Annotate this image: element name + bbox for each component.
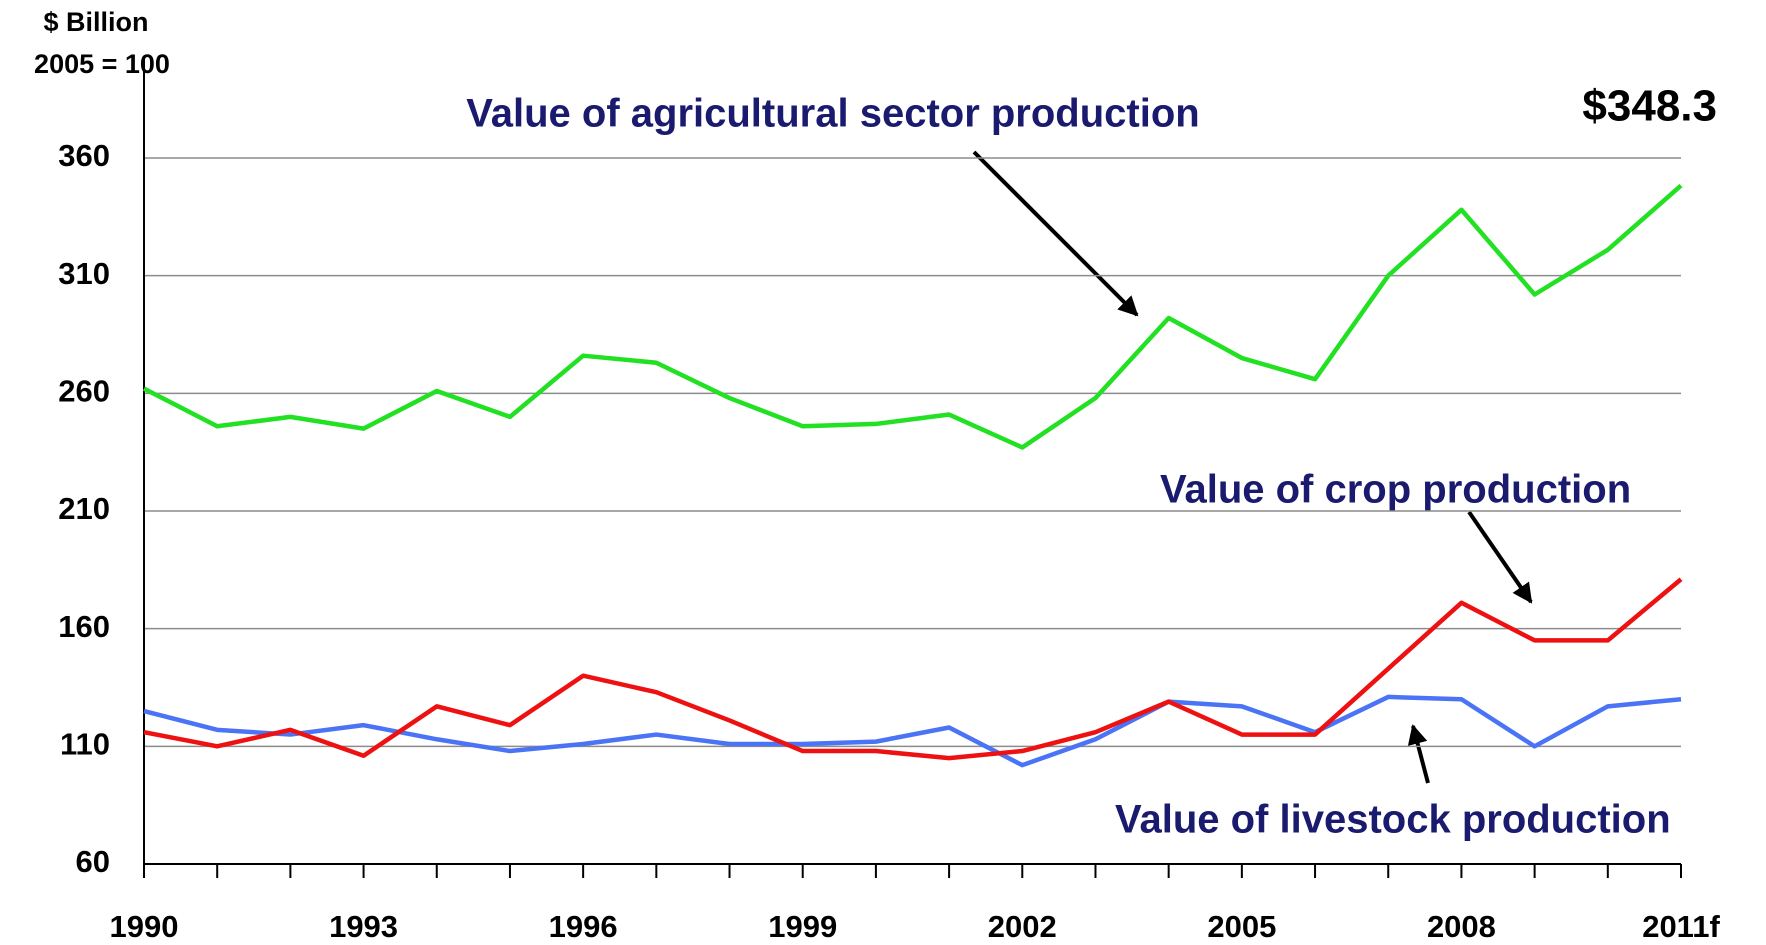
x-tick-label: 1993	[329, 909, 398, 944]
y-axis-label: $ Billion	[43, 7, 148, 37]
y-tick-label: 310	[58, 256, 110, 291]
x-tick-label: 1999	[768, 909, 837, 944]
chart-title: Value of agricultural sector production	[466, 92, 1199, 136]
x-tick-label: 1996	[549, 909, 618, 944]
x-tick-label: 1990	[110, 909, 179, 944]
arrow	[1407, 724, 1430, 784]
y-axis-label: 2005 = 100	[34, 49, 170, 79]
series-line	[143, 577, 1683, 761]
x-tick-label: 2008	[1427, 909, 1496, 944]
crop-label: Value of crop production	[1160, 468, 1631, 512]
livestock-label: Value of livestock production	[1115, 798, 1671, 842]
y-tick-label: 360	[58, 138, 110, 173]
x-tick-label: 2005	[1207, 909, 1276, 944]
series-line	[142, 183, 1683, 450]
plot-area: 60 110 160 210 260 310 360 1990 1993 1996 1999 2002…	[58, 58, 1720, 944]
x-tick-label: 2002	[988, 909, 1057, 944]
y-tick-label: 110	[60, 727, 110, 762]
total-label: $348.3	[1582, 82, 1717, 131]
y-tick-label: 260	[58, 374, 110, 409]
x-tick-label: 2011f	[1642, 909, 1720, 944]
arrow	[1467, 510, 1533, 604]
arrow	[972, 150, 1139, 317]
y-tick-label: 160	[58, 609, 110, 644]
y-tick-label: 60	[76, 844, 110, 879]
y-tick-label: 210	[58, 491, 110, 526]
